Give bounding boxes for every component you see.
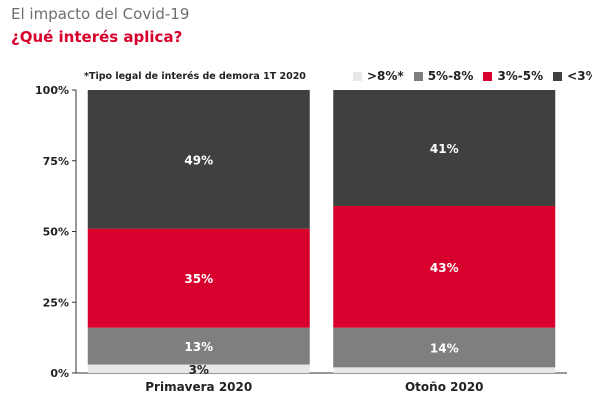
x-tick-label: Primavera 2020 [145, 380, 252, 394]
chart-title: El impacto del Covid-19 [11, 5, 190, 23]
bar-segment [87, 327, 310, 365]
legend-swatch [483, 71, 493, 81]
bar-segment [87, 90, 310, 229]
data-label: 13% [184, 340, 213, 354]
data-label: 14% [430, 342, 459, 356]
legend-item-5-8: 5%-8% [413, 69, 474, 83]
legend: >8%* 5%-8% 3%-5% <3% [353, 69, 592, 83]
legend-label: >8%* [367, 69, 404, 83]
data-label: 35% [184, 272, 213, 286]
y-tick-label: 25% [43, 296, 69, 309]
bar-segment [87, 228, 310, 328]
chart-subtitle: ¿Qué interés aplica? [11, 28, 183, 46]
data-label: 41% [430, 142, 459, 156]
x-tick-label: Otoño 2020 [405, 380, 484, 394]
data-label: 3% [189, 363, 209, 377]
bar-segment [333, 367, 556, 373]
data-label: 43% [430, 261, 459, 275]
data-label: 49% [184, 153, 213, 167]
legend-item-lt3: <3% [553, 69, 592, 83]
chart-note: *Tipo legal de interés de demora 1T 2020 [84, 71, 306, 82]
legend-item-3-5: 3%-5% [483, 69, 543, 83]
bar-segment [333, 327, 556, 368]
bar-segment [87, 364, 310, 373]
bar-segment [333, 90, 556, 207]
legend-label: 5%-8% [427, 69, 474, 83]
y-tick-label: 75% [43, 155, 69, 168]
legend-swatch [413, 71, 423, 81]
legend-label: <3% [567, 69, 592, 83]
bar-segment [333, 206, 556, 328]
legend-label: 3%-5% [497, 69, 544, 83]
legend-swatch [553, 71, 563, 81]
y-tick-label: 50% [43, 226, 69, 239]
legend-item-gt8: >8%* [353, 69, 404, 83]
y-tick-label: 100% [35, 84, 69, 97]
legend-swatch [353, 71, 362, 81]
y-tick-label: 0% [50, 367, 69, 380]
